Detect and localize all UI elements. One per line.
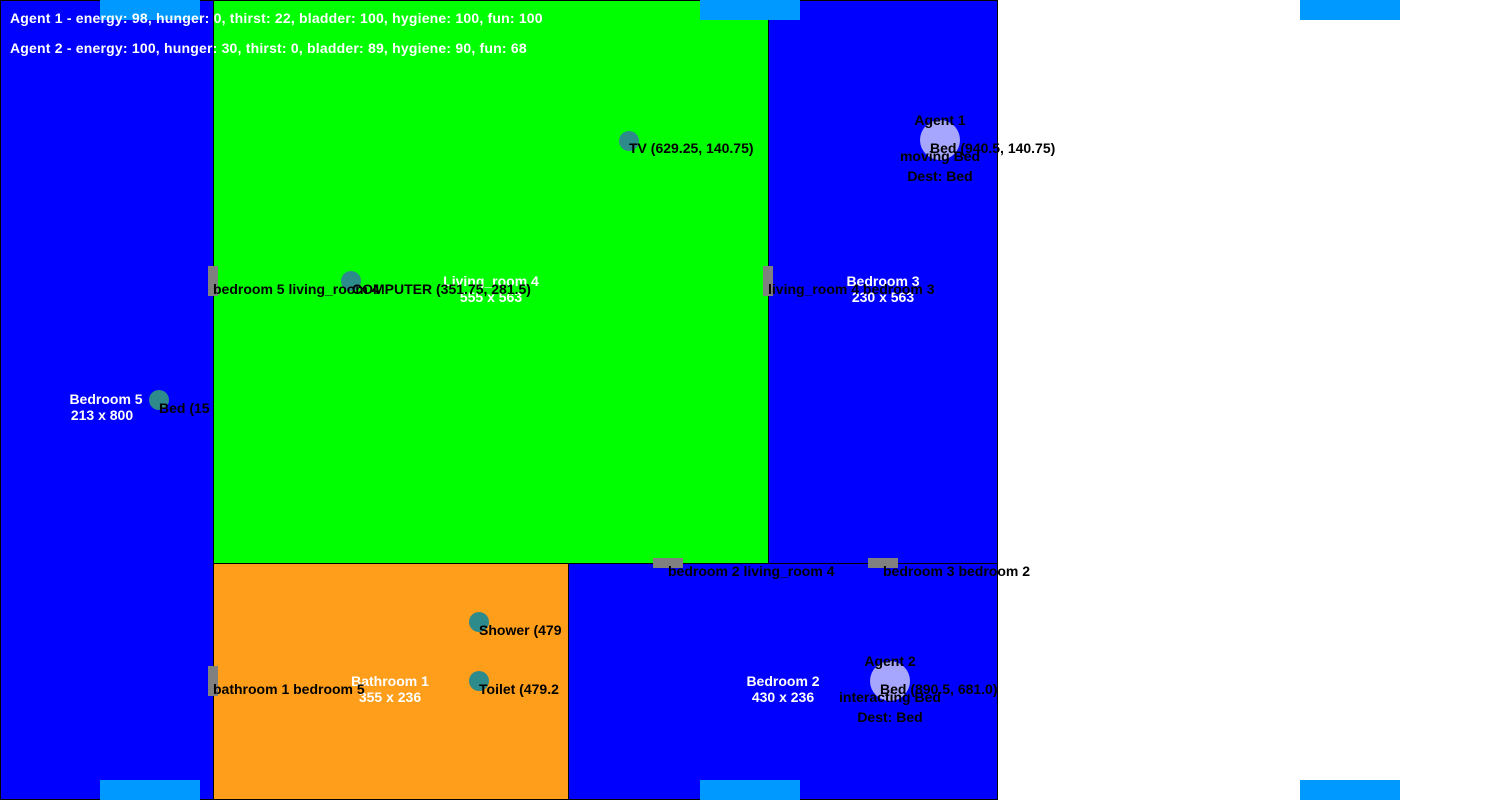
door-living-bedroom3[interactable] xyxy=(763,266,773,296)
shower-object[interactable] xyxy=(469,612,489,632)
door-bedroom2-living[interactable] xyxy=(653,558,683,568)
agent-label: Agent 2 interacting Bed Dest: Bed xyxy=(830,653,950,725)
agent-label: Agent 1 moving Bed Dest: Bed xyxy=(880,112,1000,184)
door-label: bathroom 1 bedroom 5 xyxy=(213,681,365,697)
door-bedroom3-bedroom2[interactable] xyxy=(868,558,898,568)
room-size: 213 x 800 xyxy=(70,407,134,423)
agent-1[interactable] xyxy=(920,120,960,160)
room-name: Living_room 4 xyxy=(443,273,539,289)
object-label: Bed (890.5, 681.0) xyxy=(880,681,998,697)
window xyxy=(700,780,800,800)
window xyxy=(1300,0,1400,20)
room-name: Bedroom 2 xyxy=(746,673,820,689)
room-label-living-room-4: Living_room 4 555 x 563 xyxy=(426,273,556,305)
window xyxy=(1300,780,1400,800)
object-label: TV (629.25, 140.75) xyxy=(629,140,754,156)
agent-2-status: Agent 2 - energy: 100, hunger: 30, thirs… xyxy=(10,40,527,56)
door-bathroom1-bedroom5[interactable] xyxy=(208,666,218,696)
bed-object-bedroom5[interactable] xyxy=(149,390,169,410)
toilet-object[interactable] xyxy=(469,671,489,691)
room-size: 355 x 236 xyxy=(358,689,422,705)
agent-2[interactable] xyxy=(870,661,910,701)
object-label: Bed (940.5, 140.75) xyxy=(930,140,1056,156)
object-label: Shower (479 xyxy=(479,622,562,638)
object-label: Bed (15 xyxy=(159,400,210,416)
room-living-room-4 xyxy=(213,0,769,564)
agent-name: Agent 1 xyxy=(914,112,966,128)
door-label: bedroom 5 living_room 4 xyxy=(213,281,380,297)
room-bedroom-2 xyxy=(568,563,998,800)
agent-name: Agent 2 xyxy=(864,653,916,669)
room-size: 555 x 563 xyxy=(459,289,523,305)
agent-action: interacting Bed xyxy=(839,689,941,705)
door-label: living_room 4 bedroom 3 xyxy=(768,281,935,297)
door-bedroom5-living[interactable] xyxy=(208,266,218,296)
door-label: bedroom 3 bedroom 2 xyxy=(883,563,1031,579)
room-label-bedroom-5: Bedroom 5 213 x 800 xyxy=(56,391,156,423)
object-label: Toilet (479.2 xyxy=(479,681,559,697)
computer-object[interactable] xyxy=(341,271,361,291)
room-name: Bedroom 3 xyxy=(846,273,920,289)
window xyxy=(100,0,200,20)
room-label-bathroom-1: Bathroom 1 355 x 236 xyxy=(340,673,440,705)
room-size: 430 x 236 xyxy=(751,689,815,705)
room-name: Bedroom 5 xyxy=(69,391,143,407)
agent-1-status: Agent 1 - energy: 98, hunger: 0, thirst:… xyxy=(10,10,543,26)
tv-object[interactable] xyxy=(619,131,639,151)
window xyxy=(100,780,200,800)
room-label-bedroom-2: Bedroom 2 430 x 236 xyxy=(733,673,833,705)
room-bathroom-1 xyxy=(213,563,569,800)
room-size: 230 x 563 xyxy=(851,289,915,305)
window xyxy=(700,0,800,20)
room-bedroom-5 xyxy=(0,0,214,800)
room-name: Bathroom 1 xyxy=(351,673,429,689)
agent-destination: Dest: Bed xyxy=(857,709,923,725)
door-label: bedroom 2 living_room 4 xyxy=(668,563,835,579)
agent-destination: Dest: Bed xyxy=(907,168,973,184)
agent-action: moving Bed xyxy=(899,148,981,164)
object-label: COMPUTER (351.75, 281.5) xyxy=(352,281,531,297)
room-label-bedroom-3: Bedroom 3 230 x 563 xyxy=(833,273,933,305)
